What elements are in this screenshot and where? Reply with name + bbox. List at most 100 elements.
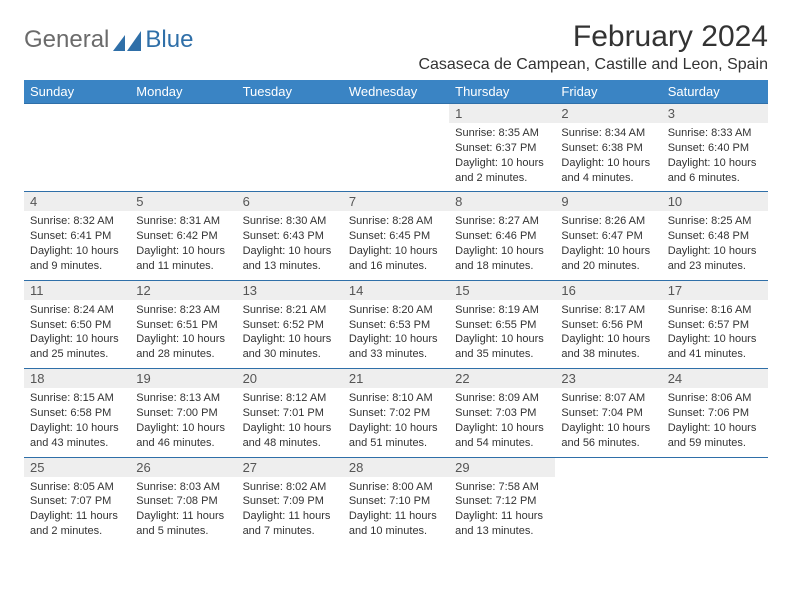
day-number: 25 [24,458,130,477]
day-body: Sunrise: 8:00 AMSunset: 7:10 PMDaylight:… [343,477,449,545]
daylight-text: Daylight: 10 hours and 4 minutes. [561,156,655,186]
day-cell [24,104,130,192]
sunrise-text: Sunrise: 8:24 AM [30,303,124,318]
sunset-text: Sunset: 6:55 PM [455,318,549,333]
daylight-text: Daylight: 10 hours and 20 minutes. [561,244,655,274]
sunrise-text: Sunrise: 8:06 AM [668,391,762,406]
day-number: 4 [24,192,130,211]
daylight-text: Daylight: 10 hours and 46 minutes. [136,421,230,451]
sunrise-text: Sunrise: 7:58 AM [455,480,549,495]
daylight-text: Daylight: 10 hours and 28 minutes. [136,332,230,362]
sunset-text: Sunset: 7:10 PM [349,494,443,509]
day-number: 23 [555,369,661,388]
daylight-text: Daylight: 10 hours and 43 minutes. [30,421,124,451]
day-cell [343,104,449,192]
title-block: February 2024 Casaseca de Campean, Casti… [418,20,768,74]
sunset-text: Sunset: 6:37 PM [455,141,549,156]
day-number: 27 [237,458,343,477]
day-body: Sunrise: 8:23 AMSunset: 6:51 PMDaylight:… [130,300,236,368]
day-body: Sunrise: 8:25 AMSunset: 6:48 PMDaylight:… [662,211,768,279]
daylight-text: Daylight: 10 hours and 51 minutes. [349,421,443,451]
sunrise-text: Sunrise: 8:00 AM [349,480,443,495]
sunrise-text: Sunrise: 8:12 AM [243,391,337,406]
day-cell [237,104,343,192]
day-number: 19 [130,369,236,388]
day-number: 15 [449,281,555,300]
day-cell: 11Sunrise: 8:24 AMSunset: 6:50 PMDayligh… [24,280,130,368]
day-body: Sunrise: 8:02 AMSunset: 7:09 PMDaylight:… [237,477,343,545]
sunset-text: Sunset: 6:47 PM [561,229,655,244]
day-cell [555,457,661,545]
day-header: Friday [555,80,661,104]
daylight-text: Daylight: 10 hours and 59 minutes. [668,421,762,451]
daylight-text: Daylight: 10 hours and 35 minutes. [455,332,549,362]
daylight-text: Daylight: 11 hours and 7 minutes. [243,509,337,539]
day-cell: 25Sunrise: 8:05 AMSunset: 7:07 PMDayligh… [24,457,130,545]
day-number: 12 [130,281,236,300]
day-number: 5 [130,192,236,211]
day-cell: 4Sunrise: 8:32 AMSunset: 6:41 PMDaylight… [24,192,130,280]
day-header: Thursday [449,80,555,104]
sunrise-text: Sunrise: 8:30 AM [243,214,337,229]
daylight-text: Daylight: 10 hours and 30 minutes. [243,332,337,362]
day-header: Sunday [24,80,130,104]
day-body: Sunrise: 8:31 AMSunset: 6:42 PMDaylight:… [130,211,236,279]
day-body: Sunrise: 8:35 AMSunset: 6:37 PMDaylight:… [449,123,555,191]
day-header: Saturday [662,80,768,104]
sunset-text: Sunset: 7:09 PM [243,494,337,509]
day-number: 22 [449,369,555,388]
sunset-text: Sunset: 7:04 PM [561,406,655,421]
brand-text-blue: Blue [145,26,193,54]
day-header: Wednesday [343,80,449,104]
location-text: Casaseca de Campean, Castille and Leon, … [418,56,768,74]
day-cell: 12Sunrise: 8:23 AMSunset: 6:51 PMDayligh… [130,280,236,368]
day-body: Sunrise: 8:20 AMSunset: 6:53 PMDaylight:… [343,300,449,368]
sunrise-text: Sunrise: 8:34 AM [561,126,655,141]
sunrise-text: Sunrise: 8:05 AM [30,480,124,495]
day-number: 26 [130,458,236,477]
week-row: 11Sunrise: 8:24 AMSunset: 6:50 PMDayligh… [24,280,768,368]
day-body: Sunrise: 8:10 AMSunset: 7:02 PMDaylight:… [343,388,449,456]
sunset-text: Sunset: 7:01 PM [243,406,337,421]
sunrise-text: Sunrise: 8:32 AM [30,214,124,229]
sunset-text: Sunset: 6:38 PM [561,141,655,156]
day-body: Sunrise: 8:15 AMSunset: 6:58 PMDaylight:… [24,388,130,456]
day-cell: 7Sunrise: 8:28 AMSunset: 6:45 PMDaylight… [343,192,449,280]
sunset-text: Sunset: 6:53 PM [349,318,443,333]
day-number: 6 [237,192,343,211]
day-number: 16 [555,281,661,300]
daylight-text: Daylight: 11 hours and 13 minutes. [455,509,549,539]
sunrise-text: Sunrise: 8:16 AM [668,303,762,318]
day-cell: 16Sunrise: 8:17 AMSunset: 6:56 PMDayligh… [555,280,661,368]
sunset-text: Sunset: 7:08 PM [136,494,230,509]
day-cell: 18Sunrise: 8:15 AMSunset: 6:58 PMDayligh… [24,369,130,457]
day-cell: 24Sunrise: 8:06 AMSunset: 7:06 PMDayligh… [662,369,768,457]
day-cell: 5Sunrise: 8:31 AMSunset: 6:42 PMDaylight… [130,192,236,280]
day-header: Monday [130,80,236,104]
sunset-text: Sunset: 6:46 PM [455,229,549,244]
day-body: Sunrise: 8:34 AMSunset: 6:38 PMDaylight:… [555,123,661,191]
day-cell: 10Sunrise: 8:25 AMSunset: 6:48 PMDayligh… [662,192,768,280]
sunrise-text: Sunrise: 8:31 AM [136,214,230,229]
sunrise-text: Sunrise: 8:21 AM [243,303,337,318]
day-body: Sunrise: 8:32 AMSunset: 6:41 PMDaylight:… [24,211,130,279]
sunset-text: Sunset: 6:50 PM [30,318,124,333]
day-number: 14 [343,281,449,300]
day-body: Sunrise: 8:13 AMSunset: 7:00 PMDaylight:… [130,388,236,456]
day-number: 17 [662,281,768,300]
day-body: Sunrise: 8:03 AMSunset: 7:08 PMDaylight:… [130,477,236,545]
day-header: Tuesday [237,80,343,104]
sunset-text: Sunset: 6:56 PM [561,318,655,333]
week-row: 1Sunrise: 8:35 AMSunset: 6:37 PMDaylight… [24,104,768,192]
sunrise-text: Sunrise: 8:13 AM [136,391,230,406]
day-number: 3 [662,104,768,123]
daylight-text: Daylight: 10 hours and 9 minutes. [30,244,124,274]
day-number: 10 [662,192,768,211]
week-row: 18Sunrise: 8:15 AMSunset: 6:58 PMDayligh… [24,369,768,457]
day-number: 29 [449,458,555,477]
day-body: Sunrise: 8:09 AMSunset: 7:03 PMDaylight:… [449,388,555,456]
daylight-text: Daylight: 10 hours and 16 minutes. [349,244,443,274]
week-row: 4Sunrise: 8:32 AMSunset: 6:41 PMDaylight… [24,192,768,280]
sunset-text: Sunset: 6:58 PM [30,406,124,421]
day-number: 20 [237,369,343,388]
